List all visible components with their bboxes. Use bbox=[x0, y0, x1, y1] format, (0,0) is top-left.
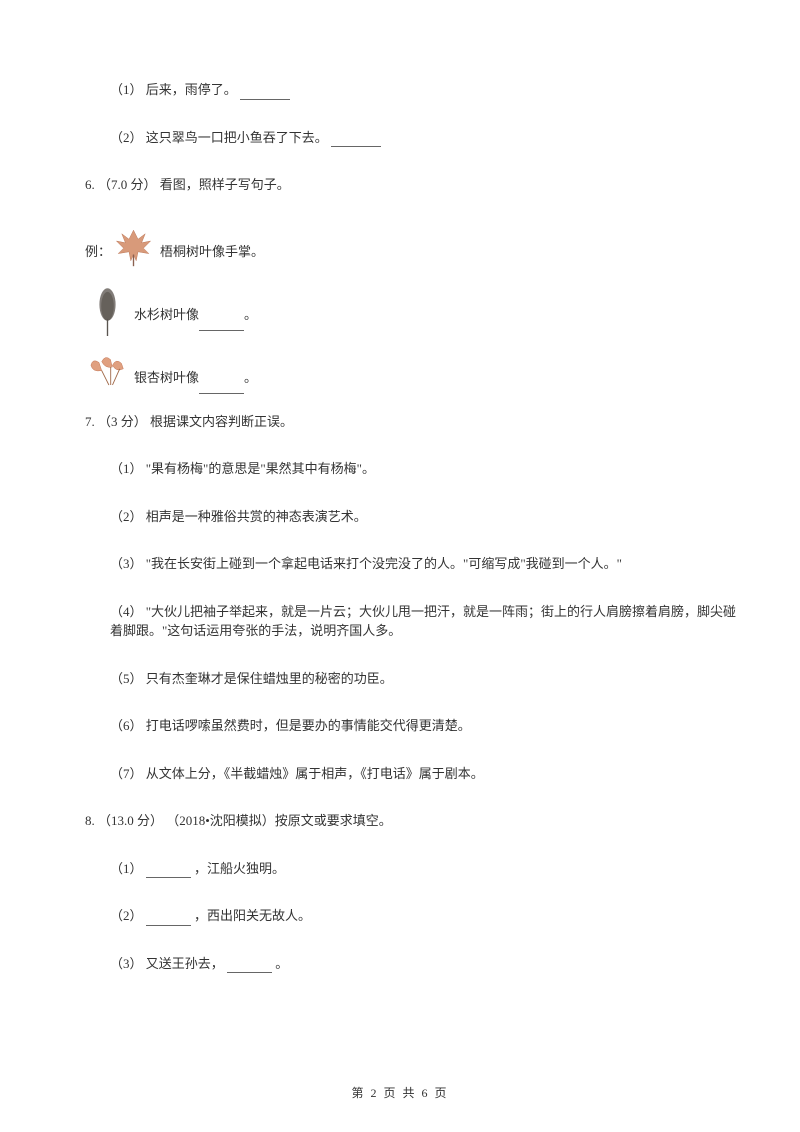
q7-sub1: （1） "果有杨梅"的意思是"果然其中有杨梅"。 bbox=[60, 459, 740, 479]
blank-line bbox=[146, 912, 191, 926]
q7-sub5: （5） 只有杰奎琳才是保住蜡烛里的秘密的功臣。 bbox=[60, 669, 740, 689]
q8-sub2-suffix: ，西出阳关无故人。 bbox=[194, 908, 311, 923]
q5-sub1: （1） 后来，雨停了。 bbox=[60, 80, 740, 100]
q8-header: 8. （13.0 分） （2018•沈阳模拟）按原文或要求填空。 bbox=[60, 811, 740, 831]
q5-sub2: （2） 这只翠鸟一口把小鱼吞了下去。 bbox=[60, 128, 740, 148]
q6-header: 6. （7.0 分） 看图，照样子写句子。 bbox=[60, 175, 740, 195]
page-footer: 第 2 页 共 6 页 bbox=[0, 1084, 800, 1102]
q6-line2: 银杏树叶像 。 bbox=[60, 349, 740, 394]
q7-sub6: （6） 打电话啰嗦虽然费时，但是要办的事情能交代得更清楚。 bbox=[60, 716, 740, 736]
q7-header: 7. （3 分） 根据课文内容判断正误。 bbox=[60, 412, 740, 432]
ginkgo-leaf-icon bbox=[85, 349, 130, 394]
blank-line bbox=[146, 864, 191, 878]
blank-line bbox=[240, 86, 290, 100]
q7-sub3: （3） "我在长安街上碰到一个拿起电话来打个没完没了的人。"可缩写成"我碰到一个… bbox=[60, 554, 740, 574]
q7-sub7: （7） 从文体上分，《半截蜡烛》属于相声，《打电话》属于剧本。 bbox=[60, 764, 740, 784]
q7-sub2: （2） 相声是一种雅俗共赏的神态表演艺术。 bbox=[60, 507, 740, 527]
q8-sub1-prefix: （1） bbox=[110, 861, 146, 876]
pine-leaf-icon bbox=[85, 286, 130, 331]
q6-example-text: 梧桐树叶像手掌。 bbox=[160, 242, 264, 268]
blank-line bbox=[199, 380, 244, 394]
q8-sub3-prefix: （3） 又送王孙去， bbox=[110, 956, 224, 971]
blank-line bbox=[331, 133, 381, 147]
q8-sub2: （2） ，西出阳关无故人。 bbox=[60, 906, 740, 926]
q6-line2-suffix: 。 bbox=[244, 368, 257, 394]
blank-line bbox=[199, 317, 244, 331]
q6-line1: 水杉树叶像 。 bbox=[60, 286, 740, 331]
blank-line bbox=[227, 959, 272, 973]
q8-sub3: （3） 又送王孙去， 。 bbox=[60, 954, 740, 974]
maple-leaf-icon bbox=[111, 223, 156, 268]
q6-line2-text: 银杏树叶像 bbox=[134, 368, 199, 394]
q5-sub1-text: （1） 后来，雨停了。 bbox=[110, 82, 240, 97]
q6-line1-suffix: 。 bbox=[244, 305, 257, 331]
example-prefix: 例： bbox=[85, 242, 111, 268]
q8-sub1-suffix: ，江船火独明。 bbox=[194, 861, 285, 876]
q6-example: 例： 梧桐树叶像手掌。 bbox=[60, 223, 740, 268]
q6-line1-text: 水杉树叶像 bbox=[134, 305, 199, 331]
q7-sub4: （4） "大伙儿把袖子举起来，就是一片云；大伙儿甩一把汗，就是一阵雨；街上的行人… bbox=[60, 602, 740, 641]
q5-sub2-text: （2） 这只翠鸟一口把小鱼吞了下去。 bbox=[110, 130, 328, 145]
q8-sub1: （1） ，江船火独明。 bbox=[60, 859, 740, 879]
q8-sub3-suffix: 。 bbox=[275, 956, 288, 971]
q8-sub2-prefix: （2） bbox=[110, 908, 146, 923]
